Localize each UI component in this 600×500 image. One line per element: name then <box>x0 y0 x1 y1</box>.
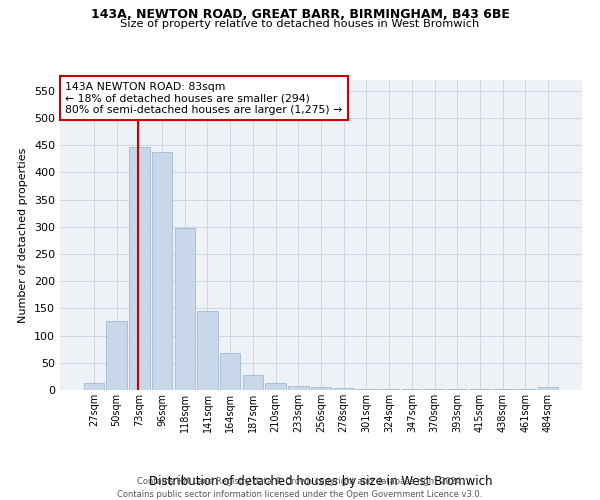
Bar <box>175 228 195 390</box>
Bar <box>152 152 172 390</box>
Bar <box>288 386 308 390</box>
Bar <box>356 389 377 390</box>
Bar <box>220 353 241 390</box>
Bar <box>538 388 558 390</box>
Y-axis label: Number of detached properties: Number of detached properties <box>19 148 28 322</box>
Bar <box>84 384 104 390</box>
Bar <box>265 383 286 390</box>
Bar <box>129 147 149 390</box>
Bar <box>197 311 218 390</box>
Text: 143A NEWTON ROAD: 83sqm
← 18% of detached houses are smaller (294)
80% of semi-d: 143A NEWTON ROAD: 83sqm ← 18% of detache… <box>65 82 343 115</box>
Bar <box>334 388 354 390</box>
Text: 143A, NEWTON ROAD, GREAT BARR, BIRMINGHAM, B43 6BE: 143A, NEWTON ROAD, GREAT BARR, BIRMINGHA… <box>91 8 509 20</box>
Bar <box>242 376 263 390</box>
Bar <box>311 388 331 390</box>
Text: Distribution of detached houses by size in West Bromwich: Distribution of detached houses by size … <box>149 474 493 488</box>
Text: Contains HM Land Registry data © Crown copyright and database right 2024.
Contai: Contains HM Land Registry data © Crown c… <box>118 478 482 499</box>
Text: Size of property relative to detached houses in West Bromwich: Size of property relative to detached ho… <box>121 19 479 29</box>
Bar <box>106 321 127 390</box>
